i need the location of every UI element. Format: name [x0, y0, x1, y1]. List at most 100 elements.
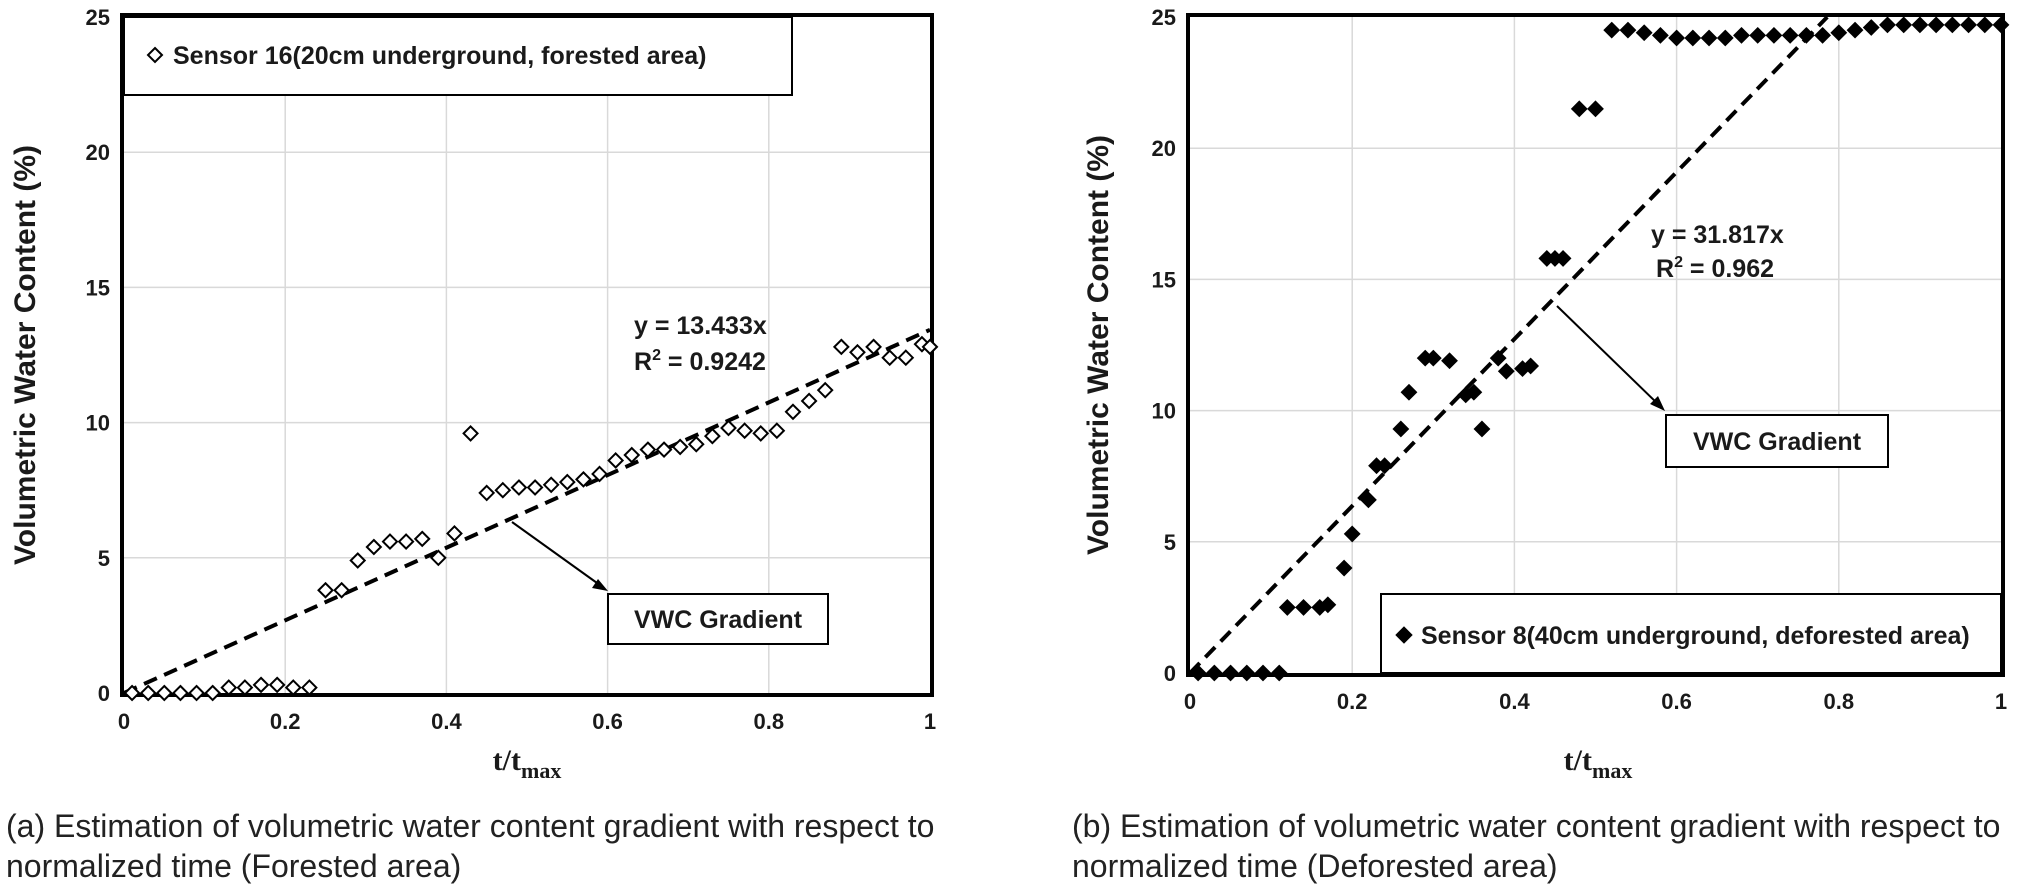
caption-text: Estimation of volumetric water content g…: [1072, 808, 2001, 884]
data-point: [897, 349, 915, 367]
data-point: [558, 473, 576, 491]
data-point: [429, 549, 447, 567]
data-point: [220, 679, 238, 697]
data-point: [1295, 598, 1312, 616]
data-point: [768, 422, 786, 440]
plot-border: [120, 13, 934, 697]
data-point: [478, 484, 496, 502]
trendline: [123, 327, 931, 695]
y-tick-label: 10: [1152, 399, 1176, 424]
data-point: [575, 470, 592, 488]
x-ticks: 0 0.2 0.4 0.6 0.8 1: [118, 709, 936, 734]
trendline-path: [123, 327, 931, 695]
callout-label: VWC Gradient: [1693, 428, 1862, 456]
data-point: [1360, 491, 1377, 509]
data-point: [1862, 19, 1880, 36]
data-point: [1205, 664, 1223, 682]
data-point: [526, 479, 544, 496]
data-point: [784, 403, 802, 421]
data-point: [172, 684, 189, 702]
equation-text: y = 31.817x: [1651, 221, 1784, 249]
data-point: [720, 419, 737, 437]
gridlines: [124, 17, 930, 693]
data-point: [816, 381, 834, 399]
equation-text: y = 13.433x: [634, 312, 767, 340]
data-point: [123, 684, 141, 702]
data-point: [1684, 29, 1702, 47]
data-point: [1943, 16, 1961, 34]
trend-equation: y = 31.817x R2 = 0.962: [1651, 221, 1784, 283]
data-point: [1927, 16, 1945, 34]
data-point: [1222, 664, 1239, 682]
data-point: [881, 349, 899, 367]
data-point: [252, 676, 270, 694]
trendline: [1188, 15, 1829, 675]
y-tick-label: 5: [1164, 530, 1176, 555]
callout-box: [607, 593, 829, 645]
y-ticks: 0 5 10 15 20 25: [1152, 5, 1176, 686]
data-point: [1587, 100, 1604, 118]
data-point: [671, 438, 689, 456]
data-point: [1441, 352, 1458, 370]
data-points: [123, 335, 939, 702]
data-point: [1238, 664, 1256, 682]
data-point: [1733, 26, 1750, 44]
data-point: [1465, 383, 1483, 401]
x-tick-label: 0: [118, 709, 130, 734]
data-point: [921, 338, 939, 356]
data-point: [1830, 24, 1848, 42]
data-point: [687, 435, 705, 453]
legend-box: [1380, 593, 2002, 674]
y-tick-label: 20: [1152, 136, 1176, 161]
callout-arrowhead: [592, 579, 608, 591]
data-point: [1473, 420, 1491, 438]
legend-box: [123, 16, 793, 96]
data-point: [446, 525, 463, 542]
data-point: [381, 533, 399, 550]
data-points: [1189, 16, 2010, 682]
data-point: [317, 581, 334, 599]
r-squared-text: R2 = 0.9242: [634, 347, 766, 376]
data-point: [1278, 598, 1296, 616]
data-point: [510, 479, 528, 496]
data-point: [1189, 664, 1207, 682]
data-point: [1392, 420, 1410, 438]
trend-equation: y = 13.433x R2 = 0.9242: [634, 312, 767, 376]
y-tick-label: 25: [86, 5, 110, 30]
y-tick-label: 15: [1152, 267, 1176, 292]
data-point: [832, 338, 850, 356]
legend-marker: [146, 46, 164, 64]
y-tick-label: 10: [86, 411, 110, 436]
data-point: [542, 476, 560, 494]
data-point: [655, 441, 673, 459]
legend: Sensor 8(40cm underground, deforested ar…: [1380, 593, 2002, 674]
y-tick-label: 0: [1164, 661, 1176, 686]
data-point: [1270, 664, 1288, 682]
x-tick-label: 0.8: [1824, 689, 1855, 714]
data-point: [1522, 357, 1540, 375]
x-tick-label: 0.2: [1337, 689, 1368, 714]
callout-arrow: [511, 521, 605, 589]
data-point: [139, 684, 157, 702]
y-tick-label: 25: [1152, 5, 1176, 30]
y-tick-label: 0: [98, 681, 110, 706]
data-point: [397, 533, 415, 550]
legend: Sensor 16(20cm underground, forested are…: [123, 16, 793, 96]
data-point: [1960, 16, 1977, 34]
data-point: [1376, 457, 1394, 475]
x-tick-label: 0.6: [592, 709, 623, 734]
data-point: [1603, 21, 1621, 39]
x-tick-label: 0.6: [1661, 689, 1692, 714]
data-point: [1668, 29, 1686, 47]
x-tick-label: 0.8: [754, 709, 785, 734]
data-point: [300, 679, 318, 697]
data-point: [1424, 349, 1442, 367]
x-tick-label: 0.4: [1499, 689, 1530, 714]
x-ticks: 0 0.2 0.4 0.6 0.8 1: [1184, 689, 2007, 714]
data-point: [1814, 26, 1831, 44]
y-tick-label: 20: [86, 140, 110, 165]
legend-label: Sensor 8(40cm underground, deforested ar…: [1421, 622, 1970, 650]
data-point: [1797, 26, 1815, 44]
y-tick-label: 15: [86, 275, 110, 300]
data-point: [284, 679, 302, 697]
